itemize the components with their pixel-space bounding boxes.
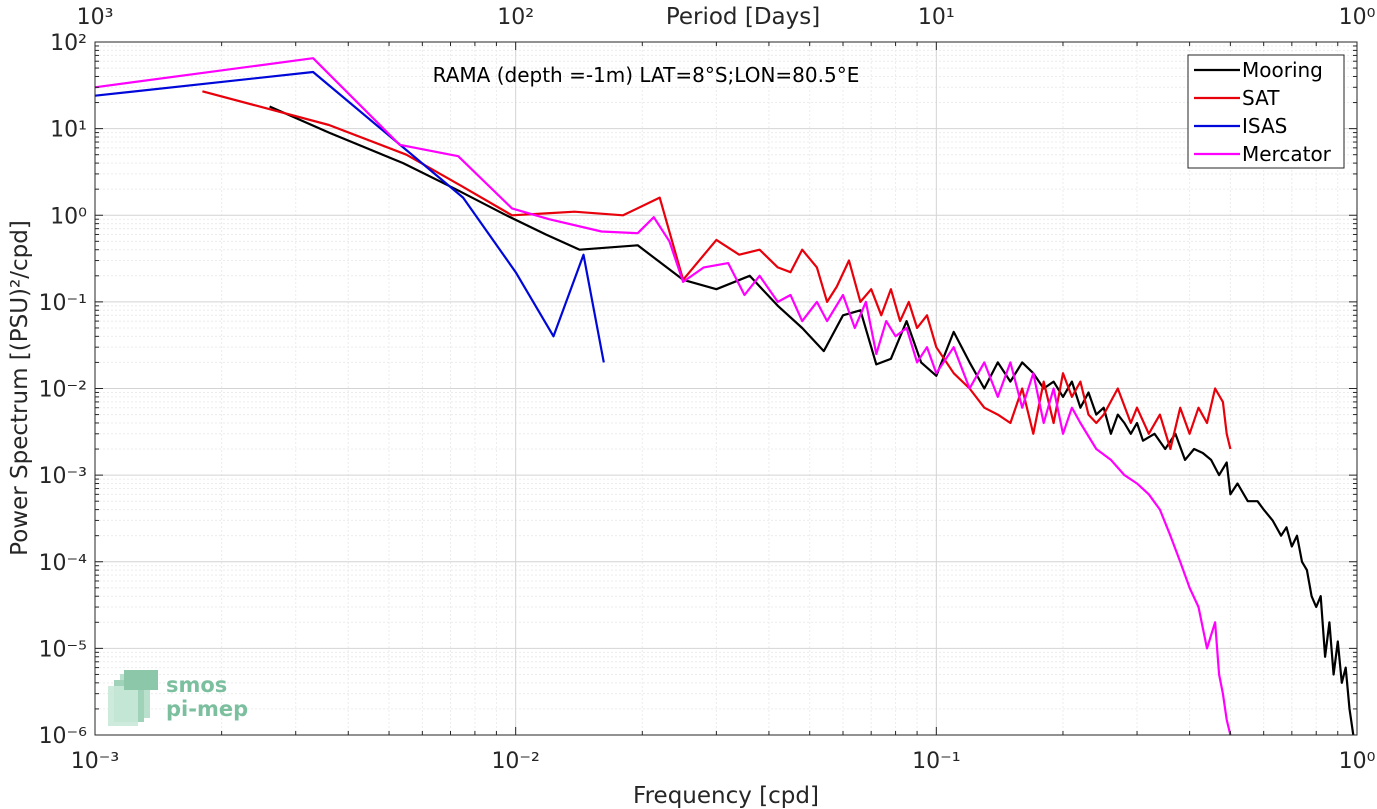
legend-box — [1187, 54, 1345, 169]
legend-label-sat: SAT — [1242, 86, 1280, 110]
y-tick-label: 10⁻³ — [39, 464, 87, 489]
y-tick-label: 10⁻⁵ — [39, 637, 87, 662]
grid-minor — [95, 42, 1357, 735]
series-layer — [94, 57, 1355, 736]
x-axis-label: Frequency [cpd] — [633, 783, 819, 809]
x-top-tick-label: 10² — [497, 5, 534, 30]
logo-mark-icon — [108, 670, 158, 726]
y-tick-label: 10⁻¹ — [39, 291, 87, 316]
x-tick-label: 10⁻³ — [71, 749, 119, 774]
x-tick-label: 10⁻¹ — [912, 749, 960, 774]
x-tick-label: 10⁻² — [491, 749, 539, 774]
y-tick-label: 10⁻⁶ — [39, 724, 88, 749]
chart-title: RAMA (depth =-1m) LAT=8°S;LON=80.5°E — [433, 63, 860, 87]
y-tick-label: 10² — [50, 31, 87, 56]
y-axis-label: Power Spectrum [(PSU)²/cpd] — [7, 220, 33, 556]
y-tick-label: 10⁻⁴ — [39, 551, 88, 576]
y-tick-label: 10⁰ — [50, 204, 87, 229]
y-tick-label: 10⁻² — [39, 378, 87, 403]
smos-pi-mep-logo: smos pi-mep — [108, 670, 248, 726]
logo-text-pi-mep: pi-mep — [166, 697, 248, 721]
x-top-tick-label: 10³ — [77, 5, 114, 30]
legend-label-mercator: Mercator — [1242, 142, 1332, 166]
x-tick-labels: 10⁻³ 10⁻² 10⁻¹ 10⁰ — [71, 749, 1376, 774]
series-line-isas — [94, 70, 605, 363]
series-line-mercator — [94, 57, 1232, 736]
x-top-tick-label: 10¹ — [918, 5, 955, 30]
legend-label-isas: ISAS — [1242, 114, 1287, 138]
legend: Mooring SAT ISAS Mercator — [1187, 54, 1345, 169]
y-tick-label: 10¹ — [50, 118, 87, 143]
x-tick-label: 10⁰ — [1339, 749, 1376, 774]
x2-axis-label: Period [Days] — [666, 4, 820, 30]
logo-text-smos: smos — [166, 673, 227, 697]
y-tick-labels: 10⁻⁶ 10⁻⁵ 10⁻⁴ 10⁻³ 10⁻² 10⁻¹ 10⁰ 10¹ 10² — [39, 31, 88, 749]
x-top-tick-label: 10⁰ — [1339, 5, 1376, 30]
series-line-mooring — [269, 105, 1355, 736]
axis-ticks — [94, 41, 1358, 736]
legend-label-mooring: Mooring — [1242, 58, 1323, 82]
x-top-tick-labels: 10³ 10² 10¹ 10⁰ — [77, 5, 1376, 30]
